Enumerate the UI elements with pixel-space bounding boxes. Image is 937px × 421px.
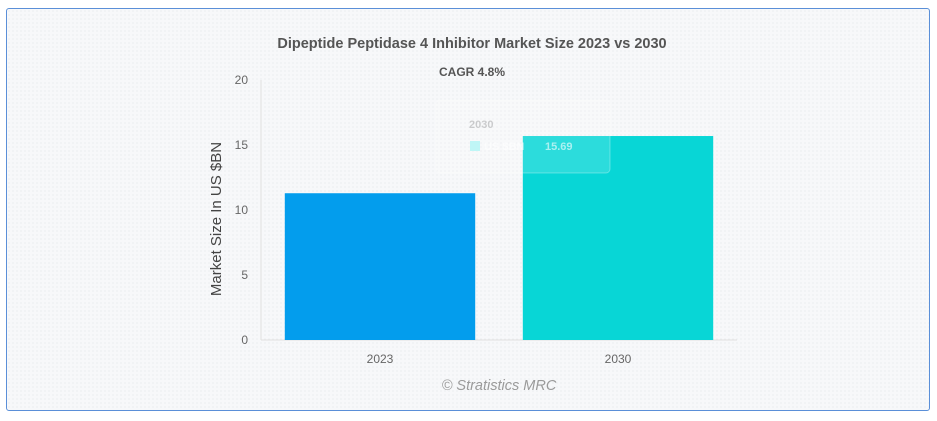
x-tick-label: 2023	[367, 352, 394, 366]
y-tick-label: 0	[241, 333, 248, 347]
y-tick-label: 5	[241, 268, 248, 282]
x-axis-ticks: 2023 2030	[367, 352, 632, 366]
chart-title: Dipeptide Peptidase 4 Inhibitor Market S…	[277, 36, 666, 52]
tooltip-legend-swatch	[470, 141, 480, 151]
chart-svg: Dipeptide Peptidase 4 Inhibitor Market S…	[208, 36, 737, 394]
x-tick-label: 2030	[605, 352, 632, 366]
bar-2023[interactable]	[284, 193, 476, 340]
y-tick-label: 15	[235, 138, 249, 152]
watermark: © Stratistics MRC	[442, 378, 557, 394]
tooltip-value: 15.69	[545, 141, 573, 153]
tooltip: 2030 US $BN 15.69	[435, 99, 611, 174]
y-axis-title: Market Size In US $BN	[208, 142, 225, 296]
tooltip-series-label: US $BN	[484, 141, 524, 153]
y-tick-label: 20	[235, 73, 249, 87]
tooltip-box	[435, 99, 611, 174]
tooltip-title: 2030	[469, 119, 493, 131]
y-axis-ticks: 0 5 10 15 20	[235, 73, 249, 347]
y-tick-label: 10	[235, 203, 249, 217]
bar-2030[interactable]	[522, 136, 714, 340]
chart-container: Dipeptide Peptidase 4 Inhibitor Market S…	[6, 8, 930, 411]
bars-group	[284, 136, 714, 340]
chart-subtitle: CAGR 4.8%	[439, 65, 505, 79]
